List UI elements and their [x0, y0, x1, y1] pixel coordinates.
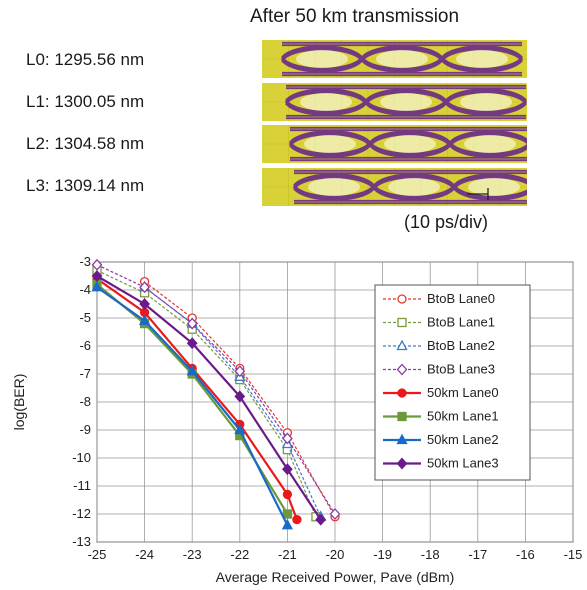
legend-label: BtoB Lane2 — [427, 338, 495, 353]
x-axis-title: Average Received Power, Pave (dBm) — [216, 569, 455, 585]
legend-item: 50km Lane3 — [383, 456, 499, 471]
series-50km-lane3 — [91, 270, 327, 526]
legend-item: 50km Lane1 — [383, 409, 499, 424]
data-point — [282, 432, 293, 445]
data-point — [186, 337, 198, 350]
data-point — [91, 258, 103, 271]
data-point — [282, 509, 293, 519]
x-tick-label: -24 — [135, 547, 154, 562]
legend-item: BtoB Lane2 — [383, 338, 495, 353]
data-point — [91, 280, 103, 292]
x-tick-label: -20 — [326, 547, 345, 562]
series-line — [96, 264, 336, 515]
data-point — [139, 281, 150, 294]
data-point — [186, 364, 198, 376]
y-tick-label: -9 — [79, 422, 91, 437]
data-point — [91, 270, 103, 282]
series-50km-lane2 — [91, 280, 293, 530]
data-point — [186, 317, 198, 330]
y-tick-label: -10 — [72, 450, 91, 465]
x-tick-label: -15 — [564, 547, 583, 562]
eye-label-lane3: L3: 1309.14 nm — [26, 176, 145, 195]
eye-label-lane2: L2: 1304.58 nm — [26, 134, 145, 153]
legend-label: BtoB Lane3 — [427, 362, 495, 377]
eye-diagram-lane2 — [262, 125, 527, 163]
y-tick-label: -12 — [72, 506, 91, 521]
data-point — [234, 423, 246, 435]
y-tick-label: -6 — [79, 338, 91, 353]
legend-label: 50km Lane1 — [427, 409, 499, 424]
y-axis-title: log(BER) — [11, 374, 27, 431]
eye-diagram-lane0 — [262, 40, 527, 78]
data-point — [397, 294, 407, 304]
data-point — [396, 363, 408, 376]
x-tick-label: -21 — [278, 547, 297, 562]
legend-label: BtoB Lane0 — [427, 291, 495, 306]
data-point — [396, 433, 408, 445]
legend-item: 50km Lane2 — [383, 432, 499, 447]
data-point — [139, 298, 150, 310]
x-tick-label: -22 — [230, 547, 249, 562]
y-tick-label: -8 — [79, 394, 91, 409]
ber-chart: -25 -24 -23 -22 -21 -20 -19 -18 -17 -16 -15 -3 -4 -5 -… — [11, 254, 582, 585]
eye-label-lane1: L1: 1300.05 nm — [26, 92, 145, 111]
series-btob-lane3 — [91, 258, 341, 520]
data-point — [397, 317, 407, 328]
x-tick-label: -17 — [468, 547, 487, 562]
chart-axes: -25 -24 -23 -22 -21 -20 -19 -18 -17 -16 -15 -3 -4 -5 -… — [72, 254, 582, 562]
legend-label: 50km Lane2 — [427, 432, 499, 447]
data-point — [282, 489, 293, 500]
y-tick-label: -7 — [79, 366, 91, 381]
legend-label: 50km Lane0 — [427, 385, 499, 400]
data-point — [234, 390, 246, 403]
legend-item: BtoB Lane0 — [383, 291, 495, 306]
legend-item: BtoB Lane1 — [383, 315, 495, 330]
eye-label-lane0: L0: 1295.56 nm — [26, 50, 145, 69]
chart-series — [91, 258, 341, 530]
series-line — [144, 281, 336, 518]
data-point — [282, 463, 293, 476]
eye-diagram-lane1 — [262, 83, 527, 121]
y-tick-label: -11 — [73, 478, 91, 493]
data-point — [396, 457, 408, 470]
y-tick-label: -3 — [79, 254, 91, 269]
data-point — [397, 388, 407, 398]
eye-diagram-panel: After 50 km transmission L0: 1295.56 nm … — [0, 0, 587, 240]
series-line — [96, 275, 322, 521]
data-point — [315, 513, 327, 526]
data-point — [397, 411, 407, 422]
x-tick-label: -18 — [421, 547, 440, 562]
eye-diagram-title: After 50 km transmission — [250, 6, 460, 27]
data-point — [292, 514, 302, 525]
legend-label: 50km Lane3 — [427, 456, 499, 471]
data-point — [281, 518, 293, 530]
x-tick-label: -16 — [516, 547, 535, 562]
data-point — [329, 508, 341, 520]
legend-label: BtoB Lane1 — [427, 315, 495, 330]
x-tick-label: -19 — [373, 547, 392, 562]
data-point — [396, 339, 408, 351]
y-tick-label: -13 — [72, 534, 91, 549]
data-point — [234, 365, 246, 378]
legend-item: 50km Lane0 — [383, 385, 499, 400]
eye-diagram-lane3 — [262, 168, 527, 206]
eye-time-scale: (10 ps/div) — [404, 212, 489, 232]
legend-box — [374, 284, 531, 481]
data-point — [139, 314, 151, 325]
y-tick-label: -5 — [79, 310, 91, 325]
series-line — [96, 269, 317, 518]
x-tick-label: -23 — [183, 547, 202, 562]
legend-item: BtoB Lane3 — [383, 362, 495, 377]
chart-legend: BtoB Lane0 BtoB Lane1 BtoB Lane2 BtoB Lane3… — [374, 284, 531, 481]
y-tick-label: -4 — [79, 282, 91, 297]
x-tick-label: -25 — [88, 547, 107, 562]
